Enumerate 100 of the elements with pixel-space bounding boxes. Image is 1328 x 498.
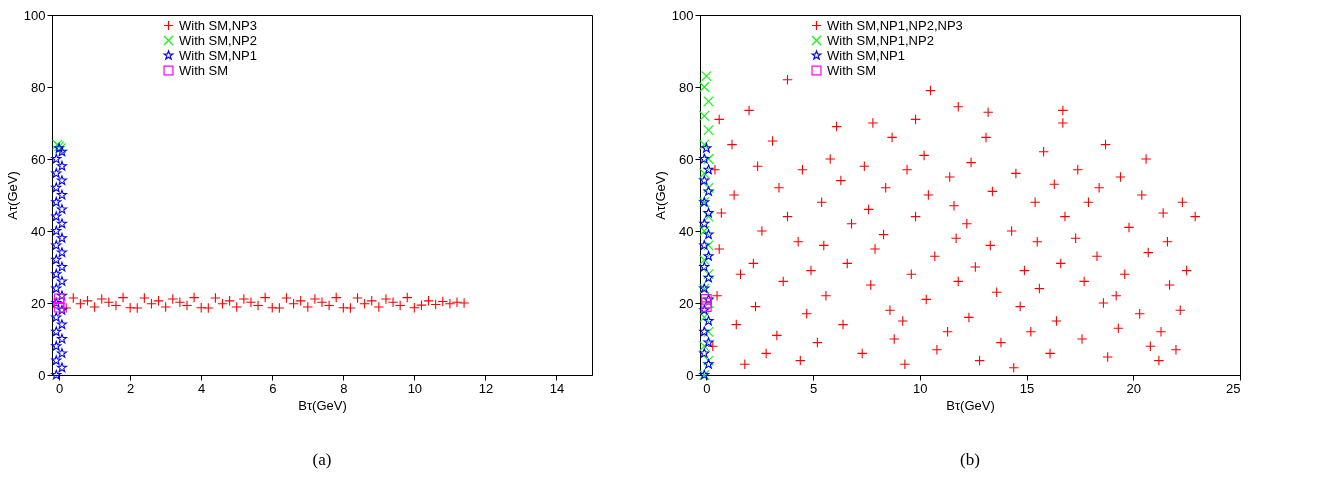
point (117, 292, 129, 303)
text: (a) (312, 450, 332, 469)
x-axis-title: Bτ(GeV) (946, 397, 995, 413)
point (703, 164, 714, 175)
legend-label: With SM (827, 62, 877, 78)
point (51, 196, 62, 207)
y-tick-label: 0 (686, 367, 694, 383)
point (56, 261, 67, 272)
x-tick-label: 6 (269, 380, 277, 396)
y-tick-label: 40 (679, 223, 694, 239)
point (703, 153, 714, 165)
point (56, 348, 67, 358)
legend-label: With SM (179, 62, 229, 78)
legend-label: With SM,NP1,NP2 (827, 32, 934, 48)
point (703, 250, 714, 261)
y-axis-title: Aτ(GeV) (4, 171, 20, 220)
x-tick-label: 2 (127, 380, 135, 396)
y-tick-label: 20 (679, 295, 694, 311)
point (345, 302, 356, 314)
x-tick-label: 0 (55, 380, 64, 396)
point (51, 211, 62, 221)
point (703, 240, 714, 251)
x-tick-label: 5 (810, 380, 818, 396)
legend-label: With SM,NP3 (179, 17, 258, 33)
point (703, 211, 714, 222)
point (51, 326, 62, 337)
point (699, 348, 710, 358)
point (698, 312, 710, 323)
point (56, 218, 67, 229)
point (699, 261, 710, 272)
x-tick-label: 15 (1019, 380, 1035, 396)
y-tick-label: 60 (679, 151, 694, 167)
y-tick-label: 0 (38, 367, 46, 383)
text: (b) (960, 450, 980, 469)
x-tick-label: 4 (198, 380, 206, 396)
x-tick-label: 25 (1226, 380, 1241, 396)
point (124, 302, 136, 313)
legend-label: With SM,NP1 (827, 47, 906, 63)
point (699, 240, 710, 250)
point (56, 204, 67, 214)
point (188, 292, 200, 303)
point (699, 326, 710, 337)
point (699, 153, 710, 164)
point (458, 297, 470, 309)
point (195, 302, 207, 313)
point (51, 240, 62, 250)
point (51, 312, 62, 322)
x-axis-title: Bτ(GeV) (298, 397, 347, 413)
point (444, 298, 456, 310)
point (701, 70, 712, 82)
point (699, 218, 710, 229)
y-tick-label: 40 (31, 223, 46, 239)
point (51, 340, 62, 351)
point (51, 168, 62, 178)
point (703, 229, 714, 239)
x-tick-label: 10 (407, 380, 423, 396)
point (409, 302, 420, 313)
y-tick-label: 20 (31, 295, 46, 311)
point (51, 369, 62, 380)
point (698, 110, 710, 122)
point (437, 296, 449, 307)
point (703, 124, 714, 136)
point (703, 326, 714, 338)
point (131, 302, 143, 314)
point (56, 175, 67, 185)
point (698, 81, 710, 93)
x-tick-label: 12 (478, 380, 494, 396)
point (56, 319, 67, 329)
point (698, 254, 710, 266)
legend-label: With SM,NP1,NP2,NP3 (827, 17, 963, 33)
point (51, 225, 62, 236)
y-tick-label: 80 (679, 79, 694, 95)
legend-label: With SM,NP2 (179, 32, 258, 48)
x-tick-label: 14 (549, 380, 565, 396)
y-axis-title: Aτ(GeV) (652, 171, 668, 220)
point (56, 247, 67, 257)
y-tick-label: 80 (31, 79, 46, 95)
point (51, 268, 62, 279)
point (338, 302, 349, 313)
point (259, 292, 271, 303)
point (56, 146, 67, 157)
point (703, 272, 714, 283)
point (416, 299, 427, 311)
y-tick-label: 60 (31, 151, 46, 167)
legend-label: With SM,NP1 (179, 47, 258, 63)
point (703, 96, 714, 107)
point (203, 302, 214, 314)
point (56, 362, 67, 373)
point (703, 315, 714, 326)
point (698, 168, 710, 179)
y-tick-label: 100 (23, 7, 46, 23)
point (698, 225, 710, 237)
point (51, 355, 62, 365)
point (401, 292, 413, 303)
x-tick-label: 10 (913, 380, 928, 396)
y-tick-label: 100 (671, 7, 694, 23)
point (51, 153, 62, 164)
point (699, 175, 710, 185)
point (703, 186, 714, 196)
x-tick-label: 20 (1126, 380, 1142, 396)
